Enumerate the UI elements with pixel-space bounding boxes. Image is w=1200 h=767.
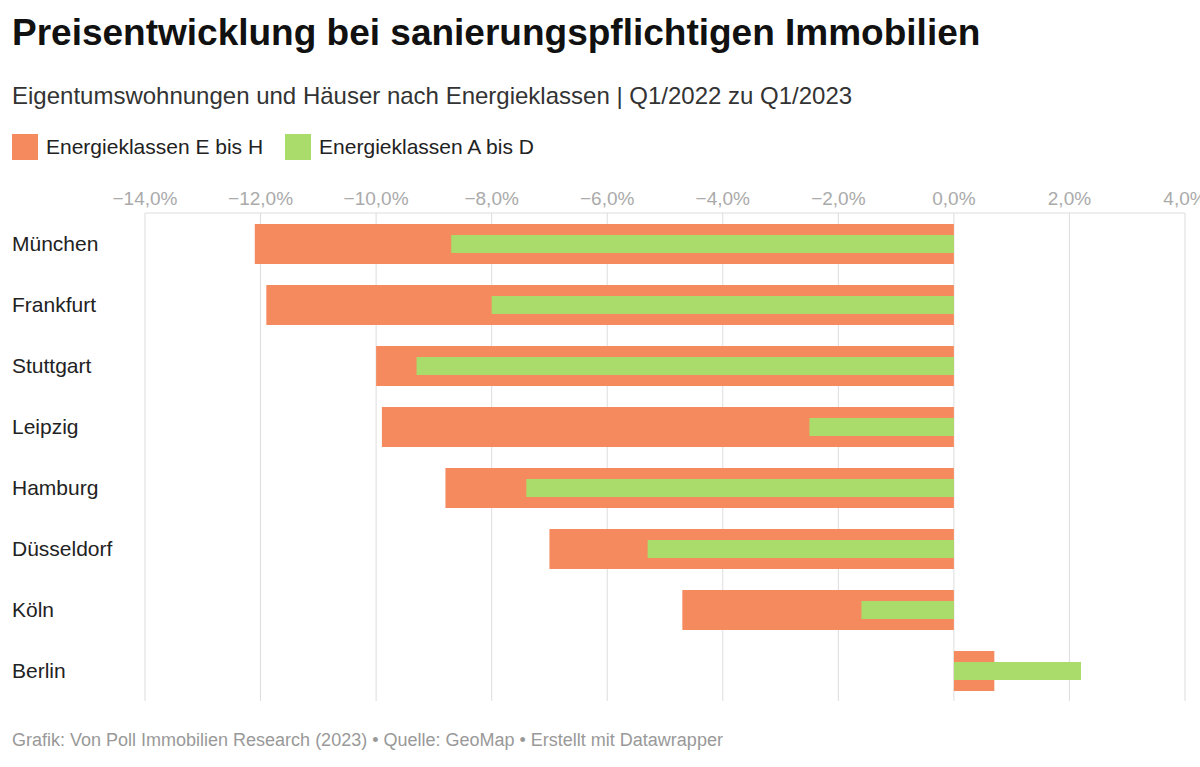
html-text:Eigentumswohnungen und Häuser: Eigentumswohnungen und Häuser nach Energ… <box>12 82 853 109</box>
svg-text:Leipzig: Leipzig <box>12 415 79 438</box>
svg-text:Frankfurt: Frankfurt <box>12 293 96 316</box>
svg-text:Stuttgart: Stuttgart <box>12 354 92 377</box>
svg-text:−4,0%: −4,0% <box>696 188 751 209</box>
svg-text:−2,0%: −2,0% <box>811 188 866 209</box>
svg-text:−10,0%: −10,0% <box>344 188 409 209</box>
svg-text:−6,0%: −6,0% <box>580 188 635 209</box>
svg-text:Berlin: Berlin <box>12 659 66 682</box>
html-text:Grafik: Von Poll Immobilien Re: Grafik: Von Poll Immobilien Research (20… <box>12 730 723 750</box>
svg-text:−8,0%: −8,0% <box>464 188 519 209</box>
svg-text:2,0%: 2,0% <box>1048 188 1091 209</box>
svg-text:Düsseldorf: Düsseldorf <box>12 537 113 560</box>
svg-text:−14,0%: −14,0% <box>113 188 178 209</box>
svg-text:−12,0%: −12,0% <box>228 188 293 209</box>
svg-text:0,0%: 0,0% <box>932 188 975 209</box>
svg-text:Hamburg: Hamburg <box>12 476 98 499</box>
html-text:Energieklassen A bis D: Energieklassen A bis D <box>319 135 534 158</box>
html-text:Preisentwicklung bei sanierung: Preisentwicklung bei sanierungspflichtig… <box>12 12 981 53</box>
svg-text:Köln: Köln <box>12 598 54 621</box>
svg-text:München: München <box>12 232 98 255</box>
svg-text:4,0%: 4,0% <box>1163 188 1192 209</box>
html-text:Energieklassen E bis H: Energieklassen E bis H <box>46 135 264 158</box>
